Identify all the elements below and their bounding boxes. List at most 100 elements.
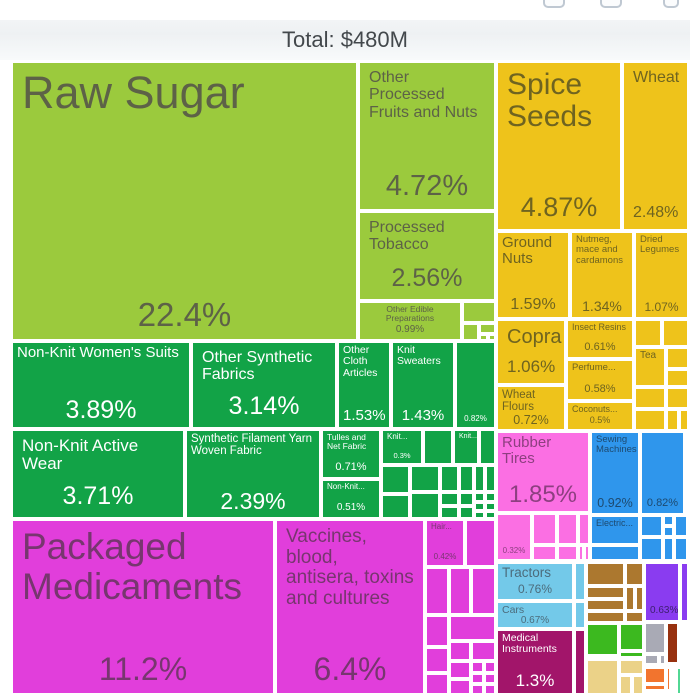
tile-filler-yellow[interactable] bbox=[635, 320, 661, 346]
tile-filler-textile[interactable] bbox=[480, 430, 495, 464]
tile-synthetic-filament-yarn-woven-fabric[interactable]: Synthetic Filament Yarn Woven Fabric 2.39… bbox=[186, 430, 320, 518]
tile-filler-green2[interactable] bbox=[620, 624, 643, 650]
tile-filler-yellow[interactable] bbox=[680, 410, 688, 430]
tile-filler-textile[interactable] bbox=[486, 466, 495, 491]
tile-filler-yellow[interactable] bbox=[663, 320, 688, 346]
tile-filler-tan[interactable] bbox=[587, 660, 618, 694]
tile-sewing-machines[interactable]: Sewing Machines 0.92% bbox=[591, 432, 639, 514]
tile-filler-yellow[interactable] bbox=[667, 410, 678, 430]
tile-processed-tobacco[interactable]: Processed Tobacco 2.56% bbox=[359, 212, 495, 300]
tile-other-cloth-articles[interactable]: Other Cloth Articles 1.53% bbox=[338, 342, 390, 428]
tile-filler-yellow[interactable] bbox=[667, 348, 688, 368]
tile-filler-textile[interactable] bbox=[475, 493, 484, 501]
tile-filler-yellow[interactable] bbox=[635, 388, 665, 408]
tile-filler-pink[interactable] bbox=[579, 546, 583, 560]
tile-tractors[interactable]: Tractors 0.76% bbox=[497, 563, 573, 600]
tile-filler-magenta[interactable] bbox=[426, 648, 448, 672]
tile-filler-blue[interactable] bbox=[686, 516, 688, 560]
tile-filler-textile[interactable] bbox=[441, 493, 458, 505]
tile-filler-brown[interactable] bbox=[636, 587, 643, 610]
tile-filler-magenta[interactable] bbox=[450, 680, 470, 694]
tile-coconuts[interactable]: Coconuts... 0.5% bbox=[567, 402, 633, 430]
tile-filler-blue[interactable] bbox=[664, 516, 673, 525]
tile-medical-instruments[interactable]: Medical Instruments 1.3% bbox=[497, 630, 573, 694]
tile-perfume[interactable]: Perfume... 0.58% bbox=[567, 360, 633, 400]
tile-cars[interactable]: Cars 0.67% bbox=[497, 602, 573, 628]
tile-filler-orange[interactable] bbox=[645, 685, 665, 690]
tile-filler-tan[interactable] bbox=[620, 660, 643, 674]
tile-filler-brown[interactable] bbox=[587, 587, 624, 598]
tile-filler-tan[interactable] bbox=[620, 676, 631, 694]
tile-filler-textile[interactable] bbox=[475, 512, 484, 518]
tile-filler-textile[interactable] bbox=[460, 493, 473, 505]
tile-filler-pink[interactable] bbox=[533, 546, 556, 560]
tile-filler-blue[interactable] bbox=[664, 538, 673, 560]
tile-vaccines-blood-antisera-toxins-and-cultures[interactable]: Vaccines, blood, antisera, toxins and cu… bbox=[276, 520, 424, 694]
tile-filler-blue[interactable] bbox=[641, 516, 662, 536]
tile-dried-legumes[interactable]: Dried Legumes 1.07% bbox=[635, 232, 688, 318]
tile-knit-03[interactable]: Knit... 0.3% bbox=[382, 430, 422, 464]
tile-filler-magenta[interactable] bbox=[466, 520, 495, 566]
tile-nutmeg-mace-and-cardamons[interactable]: Nutmeg, mace and cardamons 1.34% bbox=[571, 232, 633, 318]
tile-tulles-and-net-fabric[interactable]: Tulles and Net Fabric 0.71% bbox=[322, 430, 380, 478]
tile-ground-nuts[interactable]: Ground Nuts 1.59% bbox=[497, 232, 569, 318]
tile-filler-textile[interactable] bbox=[441, 507, 458, 518]
tile-filler-green2[interactable] bbox=[620, 652, 643, 657]
tile-filler-blue[interactable] bbox=[686, 478, 688, 514]
tile-filler-textile[interactable] bbox=[486, 493, 495, 501]
tile-filler-magenta[interactable] bbox=[426, 674, 448, 694]
tile-filler-magenta[interactable] bbox=[450, 662, 470, 678]
tile-blue-082[interactable]: 0.82% bbox=[641, 432, 684, 514]
tile-filler-mint[interactable] bbox=[677, 668, 681, 694]
tile-filler-textile[interactable] bbox=[441, 466, 458, 491]
tile-filler-pink[interactable] bbox=[558, 546, 577, 560]
tile-filler-brown[interactable] bbox=[587, 563, 624, 585]
tile-filler-textile[interactable] bbox=[486, 503, 495, 510]
tile-insect-resins[interactable]: Insect Resins 0.61% bbox=[567, 320, 633, 358]
tile-copra[interactable]: Copra 1.06% bbox=[497, 320, 565, 384]
tile-filler-magenta[interactable] bbox=[485, 674, 495, 683]
tile-filler-pink[interactable] bbox=[533, 514, 556, 544]
tile-pink-032[interactable]: 0.32% bbox=[497, 514, 531, 560]
tile-filler-textile[interactable] bbox=[460, 466, 473, 491]
tile-filler-brown[interactable] bbox=[626, 563, 643, 585]
tile-filler-magenta[interactable] bbox=[426, 616, 448, 646]
tile-filler-yellow[interactable] bbox=[635, 410, 665, 430]
tile-filler-orange[interactable] bbox=[645, 668, 665, 683]
tile-filler-lightblue[interactable] bbox=[575, 563, 585, 600]
tile-filler-textile[interactable] bbox=[475, 466, 484, 491]
tile-raw-sugar[interactable]: Raw Sugar 22.4% bbox=[12, 62, 357, 340]
tile-filler-yellow[interactable] bbox=[667, 388, 688, 408]
tile-filler-food[interactable] bbox=[463, 324, 478, 340]
tile-filler-magenta[interactable] bbox=[450, 568, 470, 614]
tile-knit-small-082[interactable]: 0.82% bbox=[456, 342, 495, 428]
tile-wheat[interactable]: Wheat 2.48% bbox=[623, 62, 688, 230]
tile-filler-textile[interactable] bbox=[382, 466, 409, 493]
tile-filler-magenta[interactable] bbox=[472, 685, 483, 694]
tile-filler-food[interactable] bbox=[489, 335, 495, 340]
tile-filler-pink[interactable] bbox=[585, 546, 589, 560]
tile-non-knit-womens-suits[interactable]: Non-Knit Women's Suits 3.89% bbox=[12, 342, 190, 428]
tile-filler-green2[interactable] bbox=[587, 624, 618, 655]
tile-other-synthetic-fabrics[interactable]: Other Synthetic Fabrics 3.14% bbox=[192, 342, 336, 428]
tile-filler-magenta[interactable] bbox=[450, 642, 470, 660]
tile-filler-magenta[interactable] bbox=[485, 685, 495, 694]
tile-filler-tan[interactable] bbox=[633, 676, 643, 694]
tile-filler-magenta[interactable] bbox=[485, 662, 495, 672]
tile-filler-textile[interactable] bbox=[460, 507, 473, 518]
tile-filler-magenta[interactable] bbox=[472, 568, 495, 614]
tile-filler-magenta[interactable] bbox=[472, 642, 495, 660]
tile-filler-purple[interactable] bbox=[681, 563, 688, 621]
tile-filler-brown[interactable] bbox=[626, 612, 643, 622]
tile-purple-063[interactable]: 0.63% bbox=[645, 563, 679, 621]
toolbar-button-icon[interactable] bbox=[663, 0, 679, 8]
tile-filler-textile[interactable] bbox=[486, 512, 495, 518]
tile-filler-blue[interactable] bbox=[591, 546, 639, 560]
tile-filler-darkred[interactable] bbox=[667, 623, 678, 663]
tile-electric[interactable]: Electric... bbox=[591, 516, 639, 544]
tile-filler-food[interactable] bbox=[463, 302, 495, 322]
tile-non-knit-active-wear[interactable]: Non-Knit Active Wear 3.71% bbox=[12, 430, 184, 518]
tile-filler-gray[interactable] bbox=[645, 655, 658, 664]
tile-filler-magenta[interactable] bbox=[426, 568, 448, 614]
tile-packaged-medicaments[interactable]: Packaged Medicaments 11.2% bbox=[12, 520, 274, 694]
